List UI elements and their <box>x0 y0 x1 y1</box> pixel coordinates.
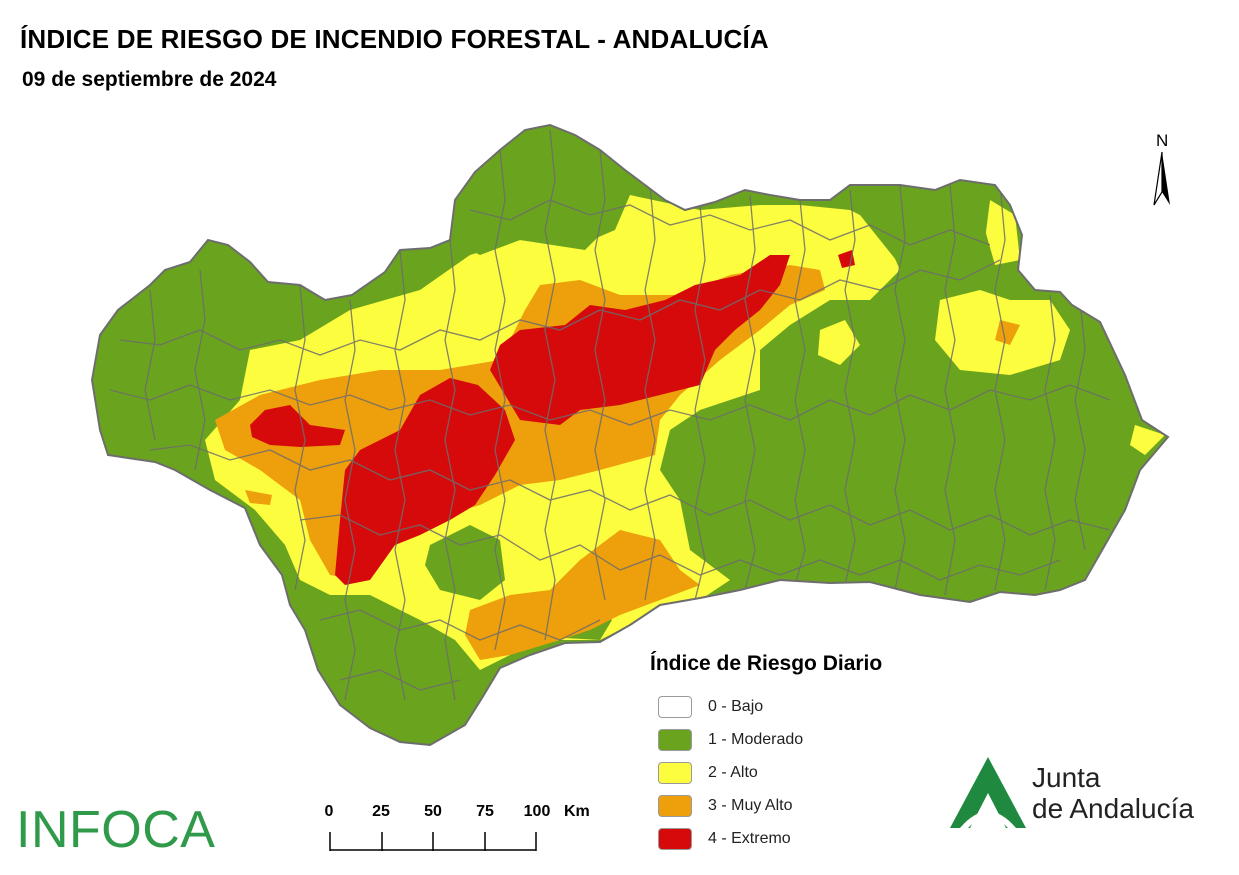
scale-tick-label: 100 <box>523 803 551 820</box>
legend-label: 3 - Muy Alto <box>708 796 793 814</box>
scale-tick-label: 0 <box>324 803 334 820</box>
legend-label: 4 - Extremo <box>708 829 791 847</box>
north-arrow-icon <box>1153 151 1170 206</box>
legend-swatch-alto <box>658 761 692 784</box>
legend-title: Índice de Riesgo Diario <box>650 652 883 675</box>
legend-item-alto: 2 - Alto <box>650 756 950 789</box>
infoca-logo: INFOCA <box>16 801 216 859</box>
scale-tick-label: 75 <box>476 803 494 820</box>
legend-item-moderado: 1 - Moderado <box>650 723 950 756</box>
legend-swatch-extremo <box>658 827 692 850</box>
map-date: 09 de septiembre de 2024 <box>22 68 277 91</box>
scale-bar: 0 25 50 75 100 Km <box>318 800 618 860</box>
legend: Índice de Riesgo Diario 0 - Bajo 1 - Mod… <box>650 652 950 855</box>
junta-andalucia-logo-icon <box>950 757 1026 828</box>
scale-unit: Km <box>564 803 590 820</box>
legend-item-muy-alto: 3 - Muy Alto <box>650 789 950 822</box>
legend-item-extremo: 4 - Extremo <box>650 822 950 855</box>
legend-swatch-bajo <box>658 695 692 718</box>
legend-label: 0 - Bajo <box>708 697 764 715</box>
legend-label: 1 - Moderado <box>708 730 804 748</box>
legend-swatch-moderado <box>658 728 692 751</box>
north-label: N <box>1156 131 1169 150</box>
junta-andalucia-wordmark: Junta de Andalucía <box>1032 762 1194 824</box>
legend-label: 2 - Alto <box>708 763 758 781</box>
scale-tick-label: 25 <box>372 803 390 820</box>
legend-swatch-muy-alto <box>658 794 692 817</box>
map-title: ÍNDICE DE RIESGO DE INCENDIO FORESTAL - … <box>20 24 769 54</box>
junta-line1: Junta <box>1032 762 1101 793</box>
scale-bar-graphic <box>329 832 537 851</box>
scale-tick-label: 50 <box>424 803 442 820</box>
legend-item-bajo: 0 - Bajo <box>650 690 950 723</box>
junta-line2: de Andalucía <box>1032 793 1194 824</box>
